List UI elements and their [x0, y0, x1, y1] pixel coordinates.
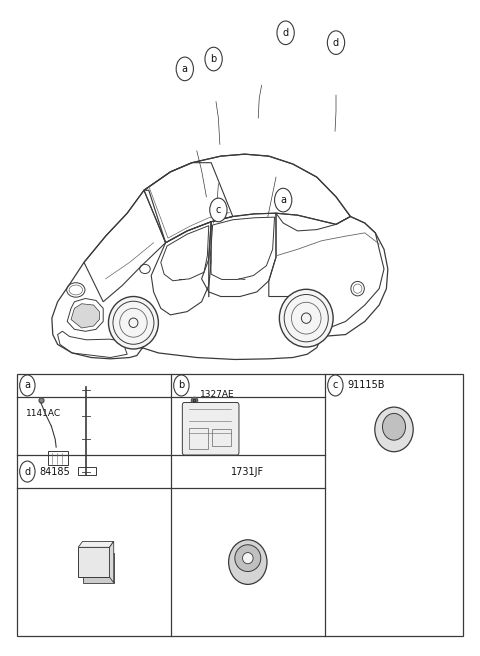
Text: 91115B: 91115B	[348, 380, 385, 390]
Text: c: c	[216, 205, 221, 215]
Text: 84185: 84185	[40, 466, 71, 476]
Ellipse shape	[235, 544, 261, 571]
Text: a: a	[24, 380, 30, 390]
Circle shape	[20, 375, 35, 396]
Text: d: d	[333, 37, 339, 48]
Circle shape	[277, 21, 294, 45]
Ellipse shape	[228, 540, 267, 584]
Bar	[78, 547, 109, 577]
Bar	[17, 374, 463, 636]
Circle shape	[205, 47, 222, 71]
Text: d: d	[24, 466, 30, 476]
Text: c: c	[333, 380, 338, 390]
FancyBboxPatch shape	[182, 403, 239, 455]
Polygon shape	[71, 304, 99, 328]
Bar	[83, 553, 114, 583]
Circle shape	[20, 461, 35, 482]
Text: a: a	[182, 64, 188, 74]
Circle shape	[176, 57, 193, 81]
Polygon shape	[109, 541, 114, 583]
Ellipse shape	[279, 289, 333, 347]
Text: d: d	[283, 28, 288, 38]
Circle shape	[174, 375, 189, 396]
Text: 1731JF: 1731JF	[231, 466, 264, 476]
Bar	[189, 428, 208, 449]
Bar	[48, 451, 68, 466]
Text: a: a	[280, 195, 286, 205]
Text: 1327AE: 1327AE	[200, 390, 234, 399]
Ellipse shape	[375, 407, 413, 452]
Bar	[78, 468, 96, 476]
Circle shape	[328, 375, 343, 396]
Text: b: b	[178, 380, 184, 390]
Text: b: b	[210, 54, 217, 64]
Circle shape	[327, 31, 345, 54]
Ellipse shape	[383, 413, 406, 440]
Ellipse shape	[242, 552, 253, 564]
Bar	[212, 430, 231, 446]
Polygon shape	[78, 541, 114, 547]
Circle shape	[210, 198, 227, 222]
Text: 1141AC: 1141AC	[26, 409, 61, 417]
Circle shape	[275, 188, 292, 212]
Ellipse shape	[108, 297, 158, 349]
